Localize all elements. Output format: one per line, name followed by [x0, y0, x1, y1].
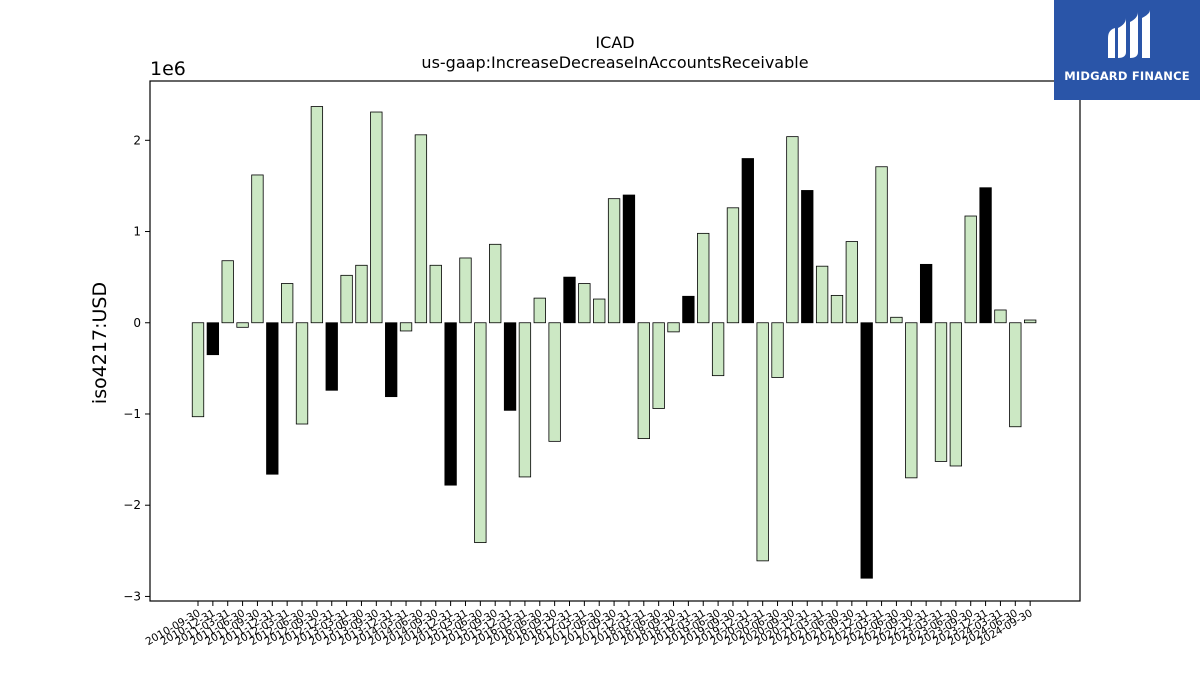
bars-group: [191, 106, 1037, 579]
bar-2013-06-30: [355, 264, 368, 324]
bar-2019-12-31: [741, 158, 754, 324]
bar-2018-12-31: [682, 295, 695, 324]
bar-2018-06-30: [652, 322, 665, 409]
bar-2020-06-30: [771, 322, 784, 378]
bar-2013-03-31: [340, 274, 353, 324]
bar-2023-09-30: [964, 215, 977, 324]
bar-2018-03-31: [637, 322, 650, 440]
y-tick-label: −1: [123, 407, 141, 421]
bar-2015-12-31: [503, 322, 517, 411]
bar-2011-06-30: [236, 322, 249, 328]
bar-2013-09-30: [370, 111, 383, 324]
bar-2021-03-31: [815, 265, 829, 324]
y-tick-label: −2: [123, 498, 141, 512]
bar-2015-06-30: [474, 322, 487, 544]
bar-2015-09-30: [489, 243, 502, 324]
bar-2022-12-31: [919, 263, 933, 324]
brand-name: MIDGARD FINANCE: [1064, 69, 1190, 83]
bar-2014-03-31: [399, 322, 413, 332]
bar-2016-09-30: [548, 322, 561, 442]
x-axis: 2010-09-302010-12-312011-03-312011-06-30…: [144, 601, 1035, 648]
bar-2023-12-31: [979, 187, 992, 324]
bar-2021-12-31: [860, 322, 873, 579]
bar-2015-03-31: [459, 257, 472, 324]
bar-2022-09-30: [905, 322, 918, 479]
bar-2020-12-31: [801, 190, 814, 324]
bar-2019-03-31: [697, 232, 710, 324]
y-offset-label: 1e6: [150, 58, 186, 80]
y-axis-label: iso4217:USD: [89, 282, 111, 404]
bar-2011-12-31: [266, 322, 279, 475]
bar-2024-09-30: [1024, 319, 1037, 324]
bar-2012-09-30: [310, 106, 324, 324]
y-tick-label: 0: [133, 316, 141, 330]
bar-2017-06-30: [593, 298, 606, 324]
bar-2012-06-30: [295, 322, 309, 425]
bar-2022-06-30: [890, 316, 903, 324]
bar-2017-03-31: [578, 283, 591, 324]
midgard-logo-icon: [1108, 10, 1150, 58]
bar-2016-06-30: [533, 297, 546, 324]
bar-2010-12-31: [206, 322, 220, 356]
bar-2016-03-31: [518, 322, 532, 478]
bar-2020-09-30: [786, 136, 799, 324]
midgard-finance-logo: MIDGARD FINANCE: [1054, 0, 1200, 100]
bar-2023-06-30: [949, 322, 963, 467]
bar-2022-03-31: [875, 166, 888, 324]
bar-2017-09-30: [607, 198, 621, 324]
y-axis: −3 −2 −1 0 1 2: [123, 133, 150, 603]
chart-subtitle: us-gaap:IncreaseDecreaseInAccountsReceiv…: [421, 53, 808, 72]
bar-2012-03-31: [281, 283, 294, 324]
bar-2021-06-30: [830, 294, 844, 324]
y-tick-label: 2: [133, 133, 141, 147]
bar-2014-12-31: [444, 322, 457, 486]
bar-2024-03-31: [994, 309, 1007, 324]
bar-2012-12-31: [325, 322, 338, 391]
bar-2023-03-31: [934, 322, 948, 462]
plot-frame: [149, 80, 1081, 602]
bar-2024-06-30: [1009, 322, 1022, 428]
bar-2014-09-30: [429, 264, 442, 324]
bar-2014-06-30: [414, 134, 428, 324]
y-tick-label: 1: [133, 225, 141, 239]
bar-2018-09-30: [667, 322, 680, 333]
bar-2017-12-31: [622, 194, 636, 324]
bar-2021-09-30: [845, 241, 858, 324]
bar-2010-09-30: [191, 322, 205, 418]
chart-title: ICAD: [595, 33, 634, 52]
bar-2019-09-30: [726, 207, 740, 324]
y-tick-label: −3: [123, 589, 141, 603]
bar-2011-09-30: [251, 174, 264, 324]
bar-2013-12-31: [385, 322, 398, 398]
bar-2020-03-31: [756, 322, 769, 562]
bar-2011-03-31: [221, 260, 234, 324]
bar-2019-06-30: [711, 322, 725, 377]
bar-2016-12-31: [563, 276, 576, 324]
